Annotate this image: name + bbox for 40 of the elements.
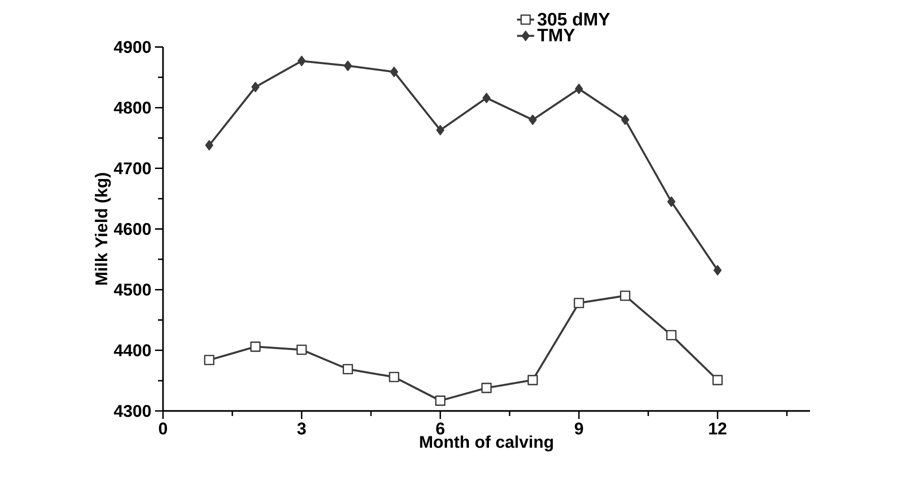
point xyxy=(390,66,398,78)
point xyxy=(296,344,307,355)
point xyxy=(714,265,722,276)
point xyxy=(621,114,630,125)
x-tick-label: 0 xyxy=(158,422,168,435)
x-tick-label: 12 xyxy=(709,422,726,434)
point xyxy=(205,140,214,150)
point xyxy=(204,354,214,366)
point xyxy=(344,60,352,71)
point xyxy=(574,84,583,94)
y-tick-label: 4900 xyxy=(114,40,151,54)
x-tick-label: 3 xyxy=(297,422,306,435)
point xyxy=(251,82,260,92)
y-tick-label: 4800 xyxy=(114,102,151,114)
point xyxy=(528,114,537,125)
y-tick-label: 4300 xyxy=(114,404,151,418)
point xyxy=(620,290,630,301)
y-axis-title: Milk Yield (kg) xyxy=(94,173,111,285)
point xyxy=(481,382,492,394)
point xyxy=(435,396,446,406)
x-tick-label: 6 xyxy=(436,422,444,435)
point xyxy=(574,298,584,308)
legend-label: TMY xyxy=(537,28,575,42)
y-tick-label: 4500 xyxy=(114,284,151,296)
point xyxy=(388,372,400,382)
legend-label: 305 dMY xyxy=(538,12,610,26)
point xyxy=(250,342,261,352)
x-tick-label: 9 xyxy=(574,422,584,435)
point xyxy=(712,374,723,386)
point xyxy=(342,364,354,374)
point xyxy=(667,196,676,207)
point xyxy=(436,124,444,136)
y-tick-label: 4600 xyxy=(114,222,151,236)
point xyxy=(666,330,677,340)
point xyxy=(528,374,538,386)
point xyxy=(298,56,306,66)
x-axis-title: Month of calving xyxy=(420,435,553,452)
y-tick-label: 4700 xyxy=(114,162,151,174)
y-tick-label: 4400 xyxy=(114,344,151,356)
point xyxy=(482,92,491,104)
